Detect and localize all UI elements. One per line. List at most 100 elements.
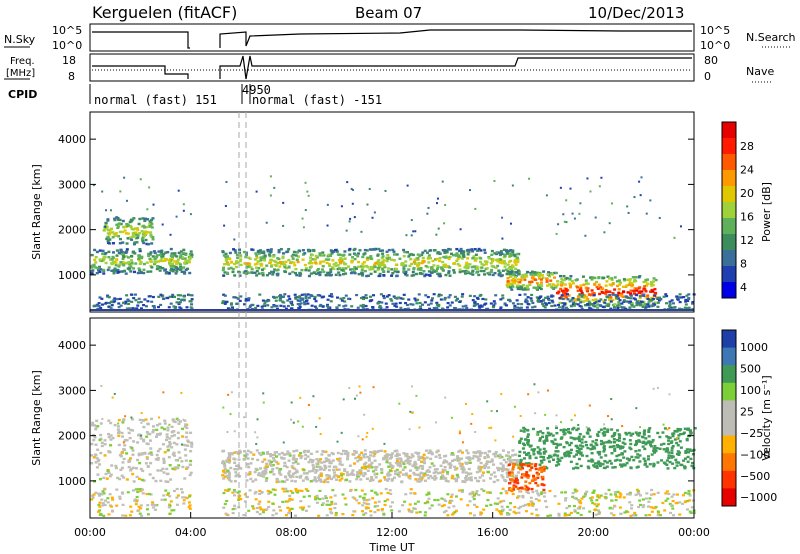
power-cell	[145, 230, 149, 234]
velocity-colorbar-segment	[722, 347, 736, 366]
velocity-cell	[312, 395, 315, 398]
power-cell	[334, 261, 338, 265]
velocity-cell	[587, 466, 591, 470]
velocity-cell	[588, 435, 592, 438]
velocity-cell	[525, 452, 529, 456]
velocity-cell	[427, 492, 431, 496]
power-cell	[298, 305, 302, 308]
power-cell	[561, 297, 565, 301]
power-cell	[110, 304, 114, 307]
velocity-cell	[460, 489, 464, 492]
power-cell	[504, 268, 508, 271]
velocity-cell	[360, 489, 364, 492]
velocity-cell	[94, 427, 98, 431]
power-cell	[314, 254, 318, 258]
velocity-cell	[343, 468, 347, 471]
power-cell	[586, 303, 590, 306]
velocity-cell	[107, 432, 111, 436]
velocity-cell	[288, 507, 292, 510]
velocity-cell	[137, 453, 141, 457]
power-cell	[415, 302, 419, 305]
power-cell	[565, 296, 569, 299]
power-cell	[407, 255, 411, 258]
power-cell	[380, 256, 384, 260]
velocity-cell	[294, 458, 298, 461]
power-cell	[417, 261, 421, 265]
velocity-cell	[131, 449, 135, 452]
power-cell	[260, 251, 264, 254]
velocity-cell	[395, 457, 399, 461]
power-cell	[533, 271, 537, 274]
velocity-cell	[184, 435, 188, 439]
power-cell	[190, 253, 194, 257]
power-cell	[257, 266, 261, 270]
power-cell	[142, 271, 146, 275]
velocity-cell	[585, 443, 589, 447]
velocity-cell	[603, 423, 606, 426]
velocity-cell	[168, 464, 172, 467]
velocity-cell	[124, 415, 127, 418]
velocity-cell	[275, 451, 279, 454]
velocity-cell	[557, 514, 561, 517]
velocity-cell	[99, 477, 103, 481]
velocity-cell	[165, 436, 169, 439]
power-cell	[650, 299, 654, 302]
power-cell	[476, 302, 480, 306]
velocity-cell	[293, 467, 297, 471]
power-cell	[126, 262, 130, 265]
power-cell	[596, 287, 600, 290]
velocity-cell	[98, 501, 102, 504]
velocity-cell	[123, 448, 127, 452]
velocity-cell	[466, 504, 470, 507]
velocity-cell	[329, 461, 333, 465]
velocity-cell	[597, 512, 601, 515]
velocity-cell	[424, 449, 428, 452]
velocity-cell	[175, 417, 179, 421]
power-cell	[376, 254, 380, 257]
power-cell	[329, 274, 333, 277]
velocity-cell	[383, 476, 387, 479]
power-cell	[635, 300, 639, 303]
velocity-cell	[436, 471, 440, 475]
velocity-cell	[670, 440, 674, 443]
power-cell	[522, 276, 526, 279]
velocity-cell	[507, 457, 511, 461]
velocity-cell	[542, 455, 546, 459]
power-cell	[490, 253, 494, 257]
power-cell	[97, 305, 101, 308]
velocity-cell	[115, 488, 119, 491]
power-cell	[621, 290, 625, 293]
power-cell	[107, 301, 111, 305]
velocity-cell	[665, 459, 669, 462]
velocity-cell	[100, 384, 103, 387]
power-cell	[361, 305, 365, 308]
velocity-cell	[658, 447, 662, 450]
power-cell	[117, 223, 121, 226]
velocity-cell	[461, 471, 465, 474]
power-cell	[368, 187, 371, 190]
power-cell	[491, 273, 495, 277]
velocity-cell	[472, 497, 476, 501]
velocity-cell	[641, 445, 645, 448]
power-cell	[637, 302, 641, 306]
power-cell	[569, 304, 573, 308]
velocity-cell	[402, 462, 406, 466]
power-cell	[322, 254, 326, 257]
power-cell	[513, 261, 517, 264]
velocity-cell	[226, 431, 229, 434]
power-cell	[150, 222, 154, 226]
velocity-colorbar-frame	[721, 329, 737, 507]
velocity-cell	[576, 507, 580, 510]
velocity-cell	[365, 499, 369, 502]
velocity-cell	[150, 453, 154, 456]
power-cell	[488, 273, 492, 276]
power-cell	[143, 217, 147, 220]
velocity-cell	[645, 441, 649, 444]
velocity-cell	[399, 457, 403, 461]
power-cell	[150, 300, 154, 303]
power-cell	[225, 261, 229, 264]
velocity-cell	[139, 504, 143, 507]
power-cell	[393, 304, 397, 307]
velocity-colorbar-segment	[722, 418, 736, 437]
velocity-cell	[361, 504, 365, 507]
